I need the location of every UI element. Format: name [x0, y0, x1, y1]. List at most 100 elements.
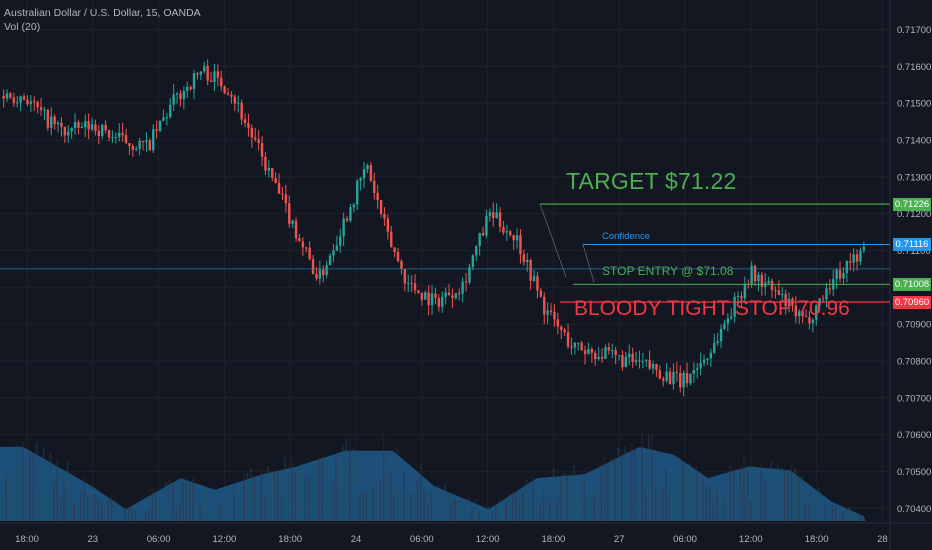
volume-bar: [794, 468, 796, 521]
up-candle: [781, 293, 784, 295]
up-candle: [723, 323, 726, 329]
down-candle: [60, 122, 63, 127]
target-annotation[interactable]: TARGET $71.22: [566, 168, 737, 194]
volume-bar: [848, 507, 851, 521]
stop-entry-annotation[interactable]: STOP ENTRY @ $71.08: [602, 264, 734, 278]
up-candle: [750, 265, 753, 285]
up-candle: [192, 73, 196, 90]
down-candle: [801, 311, 804, 317]
volume-bar: [348, 435, 351, 521]
up-candle: [478, 232, 481, 247]
volume-bar: [165, 481, 167, 521]
down-candle: [784, 293, 787, 307]
volume-bar: [311, 464, 313, 521]
down-candle: [315, 274, 318, 279]
down-candle: [770, 281, 774, 291]
confidence-annotation[interactable]: Confidence: [602, 231, 651, 242]
time-axis[interactable]: 18:00 23 06:00 12:00 18:00 24 06:00 12:00 18:00 2…: [15, 534, 888, 545]
volume-bar: [685, 468, 687, 521]
up-candle: [424, 292, 427, 300]
volume-bar: [739, 465, 742, 521]
confidence-trendline[interactable]: [582, 244, 595, 283]
volume-bar: [233, 491, 235, 521]
volume-bar: [862, 518, 864, 521]
down-candle: [437, 297, 441, 307]
down-candle: [128, 143, 131, 147]
volume-bar: [750, 500, 752, 521]
volume-bar: [206, 489, 208, 521]
volume-bar: [512, 490, 514, 521]
down-candle: [94, 124, 97, 131]
up-candle: [454, 293, 458, 299]
target-trendline[interactable]: [539, 203, 567, 277]
volume-bar: [274, 471, 276, 521]
volume-bar: [389, 471, 392, 521]
down-candle: [373, 180, 376, 194]
volume-bar: [83, 474, 86, 521]
x-tick-label: 18:00: [542, 534, 566, 545]
volume-bar: [484, 507, 487, 521]
down-candle: [662, 378, 665, 381]
volume-bar: [736, 484, 738, 521]
up-candle: [845, 261, 849, 274]
volume-bar: [372, 484, 375, 521]
down-candle: [206, 66, 209, 81]
volume-bar: [518, 498, 521, 521]
volume-bar: [828, 502, 830, 521]
down-candle: [560, 326, 563, 331]
up-candle: [696, 368, 699, 370]
volume-bar: [552, 467, 555, 521]
volume-indicator-label[interactable]: Vol (20): [4, 21, 41, 33]
volume-bar: [699, 500, 701, 521]
up-candle: [692, 369, 696, 374]
down-candle: [284, 194, 288, 204]
down-candle: [260, 143, 264, 157]
up-candle: [16, 102, 19, 104]
volume-bar: [845, 509, 847, 521]
down-candle: [668, 371, 672, 385]
down-candle: [543, 296, 546, 315]
volume-bar: [379, 481, 381, 521]
volume-bar: [634, 449, 636, 521]
stop-loss-annotation[interactable]: BLOODY TIGHT STOP 70.96: [574, 297, 850, 320]
volume-bar: [461, 498, 463, 521]
volume-bar: [29, 451, 31, 521]
volume-bar: [182, 482, 184, 521]
volume-bar: [297, 477, 300, 521]
volume-bar: [668, 494, 670, 521]
down-candle: [393, 247, 396, 252]
up-candle: [702, 359, 706, 363]
down-candle: [658, 370, 662, 379]
up-candle: [101, 124, 104, 137]
up-candle: [5, 93, 9, 99]
symbol-title[interactable]: Australian Dollar / U.S. Dollar, 15, OAN…: [4, 7, 201, 19]
up-candle: [352, 204, 356, 208]
down-candle: [63, 126, 67, 136]
volume-bar: [138, 501, 140, 521]
volume-bar: [603, 455, 606, 521]
volume-bar: [447, 493, 449, 521]
up-candle: [182, 91, 186, 100]
volume-bar: [236, 503, 239, 521]
down-candle: [376, 193, 379, 201]
up-candle: [743, 284, 747, 299]
down-candle: [519, 235, 522, 255]
volume-bar: [444, 483, 446, 521]
volume-bar: [202, 508, 205, 521]
volume-bar: [586, 502, 589, 521]
up-candle: [162, 117, 165, 121]
volume-bar: [406, 489, 409, 521]
up-candle: [366, 165, 369, 170]
down-candle: [322, 269, 325, 276]
up-candle: [767, 281, 770, 283]
volume-bar: [437, 485, 439, 521]
volume-bar: [70, 473, 72, 521]
volume-bar: [413, 489, 415, 521]
level-lines[interactable]: [0, 203, 890, 303]
up-candle: [430, 293, 434, 306]
volume-bar: [654, 483, 657, 521]
price-axis[interactable]: 0.71700 0.71600 0.71500 0.71400 0.71300 0.712…: [897, 25, 931, 515]
volume-bar: [223, 502, 225, 521]
down-candle: [403, 268, 407, 284]
